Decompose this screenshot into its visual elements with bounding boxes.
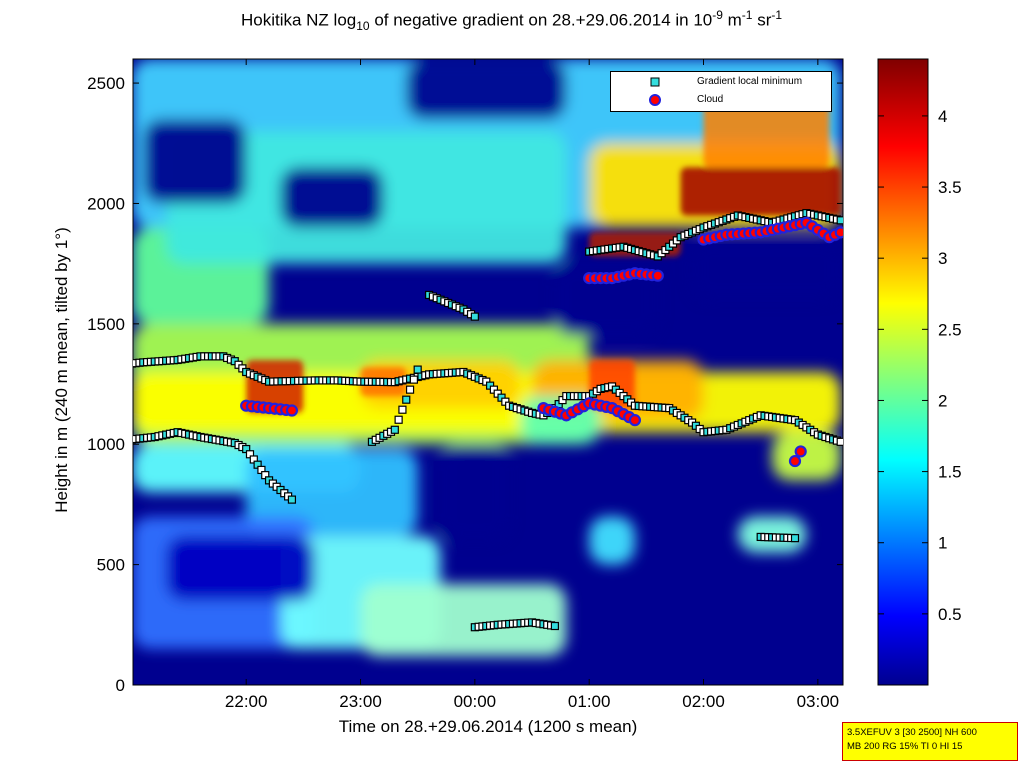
title-subscript: 10 [356,19,370,34]
heatmap-blob [166,535,315,601]
x-tick-label: 02:00 [682,692,725,711]
markers-layer [133,208,843,632]
y-axis-label: Height in m (240 m mean, tilted by 1°) [52,227,71,513]
colorbar-tick-label: 2 [938,391,947,410]
info-line-2: MB 200 RG 15% TI 0 HI 15 [847,741,963,752]
y-tick-label: 0 [116,676,125,695]
heatmap-blob [554,263,658,336]
plot-frame [132,58,844,686]
marker-gradient-min [409,375,418,384]
marker-gradient-min [287,495,297,504]
legend-entry-min: Gradient local minimum [611,74,831,90]
legend: Gradient local minimum Cloud [610,71,832,112]
y-tick-label: 2500 [87,74,125,93]
title-text: Hokitika NZ log [240,10,357,30]
marker-cloud [651,269,664,282]
marker-gradient-min [398,405,407,414]
axes: 0 500 1000 1500 2000 2500 22:00 23:00 00:00 01:00… [87,59,843,711]
heatmap-blob [280,167,384,228]
legend-marker-cloud [649,94,661,106]
y-tick-label: 500 [97,556,125,575]
heatmap-blob [589,516,635,565]
x-axis-label: Time on 28.+29.06.2014 (1200 s mean) [338,717,638,736]
heatmap-hotspot [703,95,830,168]
marker-gradient-min [550,621,559,631]
marker-cloud [834,226,843,239]
marker-gradient-min [390,425,399,434]
legend-marker-min [650,77,660,87]
chart-title: Hokitika NZ log10 of negative gradient o… [0,8,1023,33]
title-text-4: sr [752,10,772,30]
title-text-3: m [722,10,742,30]
marker-gradient-min [470,312,479,321]
y-tick-label: 2000 [87,194,125,213]
marker-cloud [285,404,299,417]
heatmap-blob [143,119,247,204]
heatmap-blob [406,59,567,120]
info-line-1: 3.5XEFUV 3 [30 2500] NH 600 [847,727,977,738]
heatmap-hotspot [680,167,841,216]
marker-gradient-min [836,216,843,225]
heatmap-blob [692,239,841,300]
colorbar-tick-label: 4 [938,107,947,126]
title-text-2: of negative gradient on 28.+29.06.2014 i… [369,10,713,30]
marker-cloud [788,454,802,468]
legend-label-cloud: Cloud [697,94,724,105]
colorbar-ticks: 0.5 1 1.5 2 2.5 3 3.5 4 [878,107,962,624]
colorbar [877,58,929,686]
heatmap-blob [772,432,841,481]
title-sup-3: -1 [771,8,783,22]
marker-cloud [794,445,807,458]
marker-gradient-min [790,534,800,543]
marker-gradient-min [405,385,415,394]
colorbar-tick-label: 1.5 [938,463,962,482]
heatmap-blob [360,583,567,657]
x-tick-label: 03:00 [797,692,840,711]
x-tick-label: 23:00 [339,692,382,711]
info-box: 3.5XEFUV 3 [30 2500] NH 600 MB 200 RG 15… [842,722,1018,761]
y-tick-label: 1500 [87,315,125,334]
heatmap-blob [246,449,418,536]
marker-gradient-min [836,437,843,446]
y-tick-label: 1000 [87,435,125,454]
heatmap-hotspots [246,95,841,413]
marker-cloud [628,414,642,427]
legend-entry-cloud: Cloud [611,92,831,108]
colorbar-tick-label: 2.5 [938,320,962,339]
colorbar-tick-label: 3 [938,249,947,268]
legend-label-min: Gradient local minimum [697,76,803,87]
colorbar-tick-label: 1 [938,534,947,553]
x-tick-label: 01:00 [568,692,611,711]
x-tick-label: 22:00 [225,692,268,711]
colorbar-tick-label: 0.5 [938,605,962,624]
marker-gradient-min [413,365,422,374]
marker-gradient-min [394,415,403,424]
title-sup-2: -1 [741,8,753,22]
colorbar-tick-label: 3.5 [938,178,962,197]
marker-gradient-min [402,395,411,404]
x-tick-label: 00:00 [454,692,497,711]
title-sup-1: -9 [712,8,723,22]
heatmap-blob [440,444,510,541]
